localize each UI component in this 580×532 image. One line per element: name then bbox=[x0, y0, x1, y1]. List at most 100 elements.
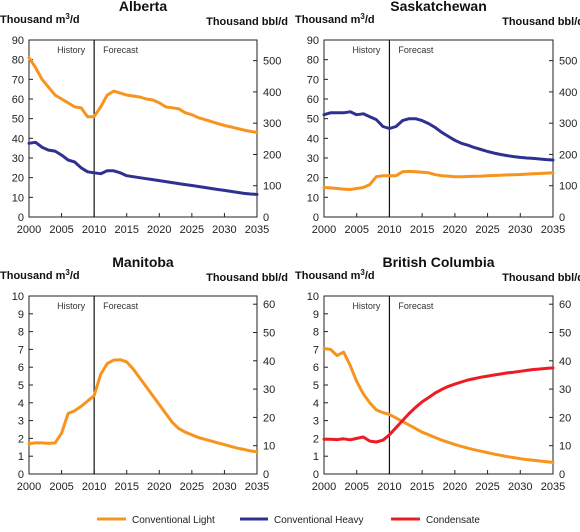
left-y-tick-label: 10 bbox=[307, 192, 319, 204]
history-label: History bbox=[352, 45, 381, 55]
x-tick-label: 2005 bbox=[49, 224, 73, 236]
right-y-tick-label: 40 bbox=[559, 356, 571, 368]
left-y-tick-label: 4 bbox=[313, 398, 319, 410]
left-y-tick-label: 2 bbox=[18, 433, 24, 445]
series-line-conventional-light bbox=[322, 347, 555, 464]
x-tick-label: 2015 bbox=[114, 224, 138, 236]
x-tick-label: 2010 bbox=[82, 481, 106, 493]
x-tick-label: 2015 bbox=[410, 481, 434, 493]
right-y-tick-label: 400 bbox=[559, 87, 577, 99]
right-y-tick-label: 0 bbox=[263, 212, 269, 224]
right-y-tick-label: 300 bbox=[559, 118, 577, 130]
series-line-conventional-heavy bbox=[27, 140, 259, 196]
x-tick-label: 2015 bbox=[410, 224, 434, 236]
left-y-tick-label: 20 bbox=[307, 173, 319, 185]
left-y-tick-label: 10 bbox=[307, 291, 319, 303]
plot-frame bbox=[28, 39, 258, 218]
right-axis-unit: Thousand bbl/d bbox=[206, 272, 288, 284]
x-tick-label: 2025 bbox=[180, 481, 204, 493]
history-label: History bbox=[352, 301, 381, 311]
legend-item-condensate: Condensate bbox=[391, 515, 480, 526]
series-line-conventional-light bbox=[27, 56, 259, 134]
left-y-tick-label: 0 bbox=[18, 469, 24, 481]
legend-item-conventional-light: Conventional Light bbox=[97, 515, 215, 526]
left-y-tick-label: 1 bbox=[18, 451, 24, 463]
left-y-tick-label: 8 bbox=[313, 327, 319, 339]
left-y-tick-label: 30 bbox=[307, 153, 319, 165]
chart-panel-2: Saskatchewan Thousand m3/d Thousand bbl/d 0… bbox=[295, 0, 580, 236]
right-y-tick-label: 100 bbox=[559, 181, 577, 193]
x-tick-label: 2035 bbox=[541, 481, 565, 493]
left-y-tick-label: 70 bbox=[12, 74, 24, 86]
left-y-tick-label: 10 bbox=[12, 291, 24, 303]
left-y-tick-label: 1 bbox=[313, 451, 319, 463]
right-y-tick-label: 500 bbox=[559, 56, 577, 68]
series-line-conventional-light bbox=[322, 169, 555, 191]
right-y-tick-label: 30 bbox=[263, 384, 275, 396]
left-y-tick-label: 30 bbox=[12, 153, 24, 165]
left-y-tick-label: 60 bbox=[12, 94, 24, 106]
x-tick-label: 2015 bbox=[114, 481, 138, 493]
right-y-tick-label: 20 bbox=[263, 412, 275, 424]
x-tick-label: 2005 bbox=[344, 481, 368, 493]
x-tick-label: 2030 bbox=[212, 224, 236, 236]
forecast-label: Forecast bbox=[103, 301, 139, 311]
left-y-tick-label: 3 bbox=[313, 416, 319, 428]
x-tick-label: 2030 bbox=[212, 481, 236, 493]
right-y-tick-label: 10 bbox=[559, 441, 571, 453]
left-y-tick-label: 50 bbox=[307, 114, 319, 126]
forecast-label: Forecast bbox=[398, 301, 434, 311]
x-tick-label: 2025 bbox=[475, 481, 499, 493]
forecast-label: Forecast bbox=[398, 45, 434, 55]
chart-panel-4: British Columbia Thousand m3/d Thousand bb… bbox=[295, 254, 580, 493]
right-y-tick-label: 50 bbox=[559, 328, 571, 340]
left-y-tick-label: 80 bbox=[307, 55, 319, 67]
left-y-tick-label: 0 bbox=[313, 469, 319, 481]
right-y-tick-label: 200 bbox=[559, 149, 577, 161]
right-axis-unit: Thousand bbl/d bbox=[502, 16, 580, 28]
right-y-tick-label: 300 bbox=[263, 118, 281, 130]
right-y-tick-label: 400 bbox=[263, 87, 281, 99]
x-tick-label: 2000 bbox=[312, 224, 336, 236]
left-y-tick-label: 80 bbox=[12, 55, 24, 67]
left-y-tick-label: 90 bbox=[307, 35, 319, 47]
series-line-condensate bbox=[322, 366, 555, 444]
history-label: History bbox=[57, 45, 86, 55]
x-tick-label: 2000 bbox=[17, 224, 41, 236]
x-tick-label: 2005 bbox=[344, 224, 368, 236]
panel-title: British Columbia bbox=[382, 254, 494, 270]
left-y-tick-label: 40 bbox=[307, 133, 319, 145]
right-y-tick-label: 60 bbox=[559, 299, 571, 311]
left-y-tick-label: 0 bbox=[18, 212, 24, 224]
x-tick-label: 2025 bbox=[180, 224, 204, 236]
right-y-tick-label: 30 bbox=[559, 384, 571, 396]
x-tick-label: 2010 bbox=[377, 481, 401, 493]
left-y-tick-label: 6 bbox=[18, 362, 24, 374]
panel-title: Manitoba bbox=[112, 254, 174, 270]
x-tick-label: 2030 bbox=[508, 224, 532, 236]
x-tick-label: 2020 bbox=[147, 224, 171, 236]
legend-label: Conventional Heavy bbox=[274, 515, 364, 526]
left-y-tick-label: 60 bbox=[307, 94, 319, 106]
panel-title: Alberta bbox=[119, 0, 167, 14]
left-y-tick-label: 70 bbox=[307, 74, 319, 86]
right-y-tick-label: 10 bbox=[263, 441, 275, 453]
series-line-conventional-light bbox=[27, 358, 259, 454]
left-axis-unit: Thousand m3/d bbox=[0, 268, 80, 282]
left-y-tick-label: 2 bbox=[313, 433, 319, 445]
x-tick-label: 2005 bbox=[49, 481, 73, 493]
right-y-tick-label: 60 bbox=[263, 299, 275, 311]
legend: Conventional Light Conventional Heavy Cond… bbox=[97, 515, 480, 526]
x-tick-label: 2035 bbox=[541, 224, 565, 236]
left-y-tick-label: 7 bbox=[313, 344, 319, 356]
x-tick-label: 2035 bbox=[245, 481, 269, 493]
chart-panel-3: Manitoba Thousand m3/d Thousand bbl/d 0 1 2 3 4… bbox=[0, 254, 288, 493]
left-y-tick-label: 8 bbox=[18, 327, 24, 339]
right-axis-unit: Thousand bbl/d bbox=[502, 272, 580, 284]
x-tick-label: 2020 bbox=[443, 481, 467, 493]
right-axis-unit: Thousand bbl/d bbox=[206, 16, 288, 28]
x-tick-label: 2000 bbox=[312, 481, 336, 493]
right-y-tick-label: 200 bbox=[263, 149, 281, 161]
